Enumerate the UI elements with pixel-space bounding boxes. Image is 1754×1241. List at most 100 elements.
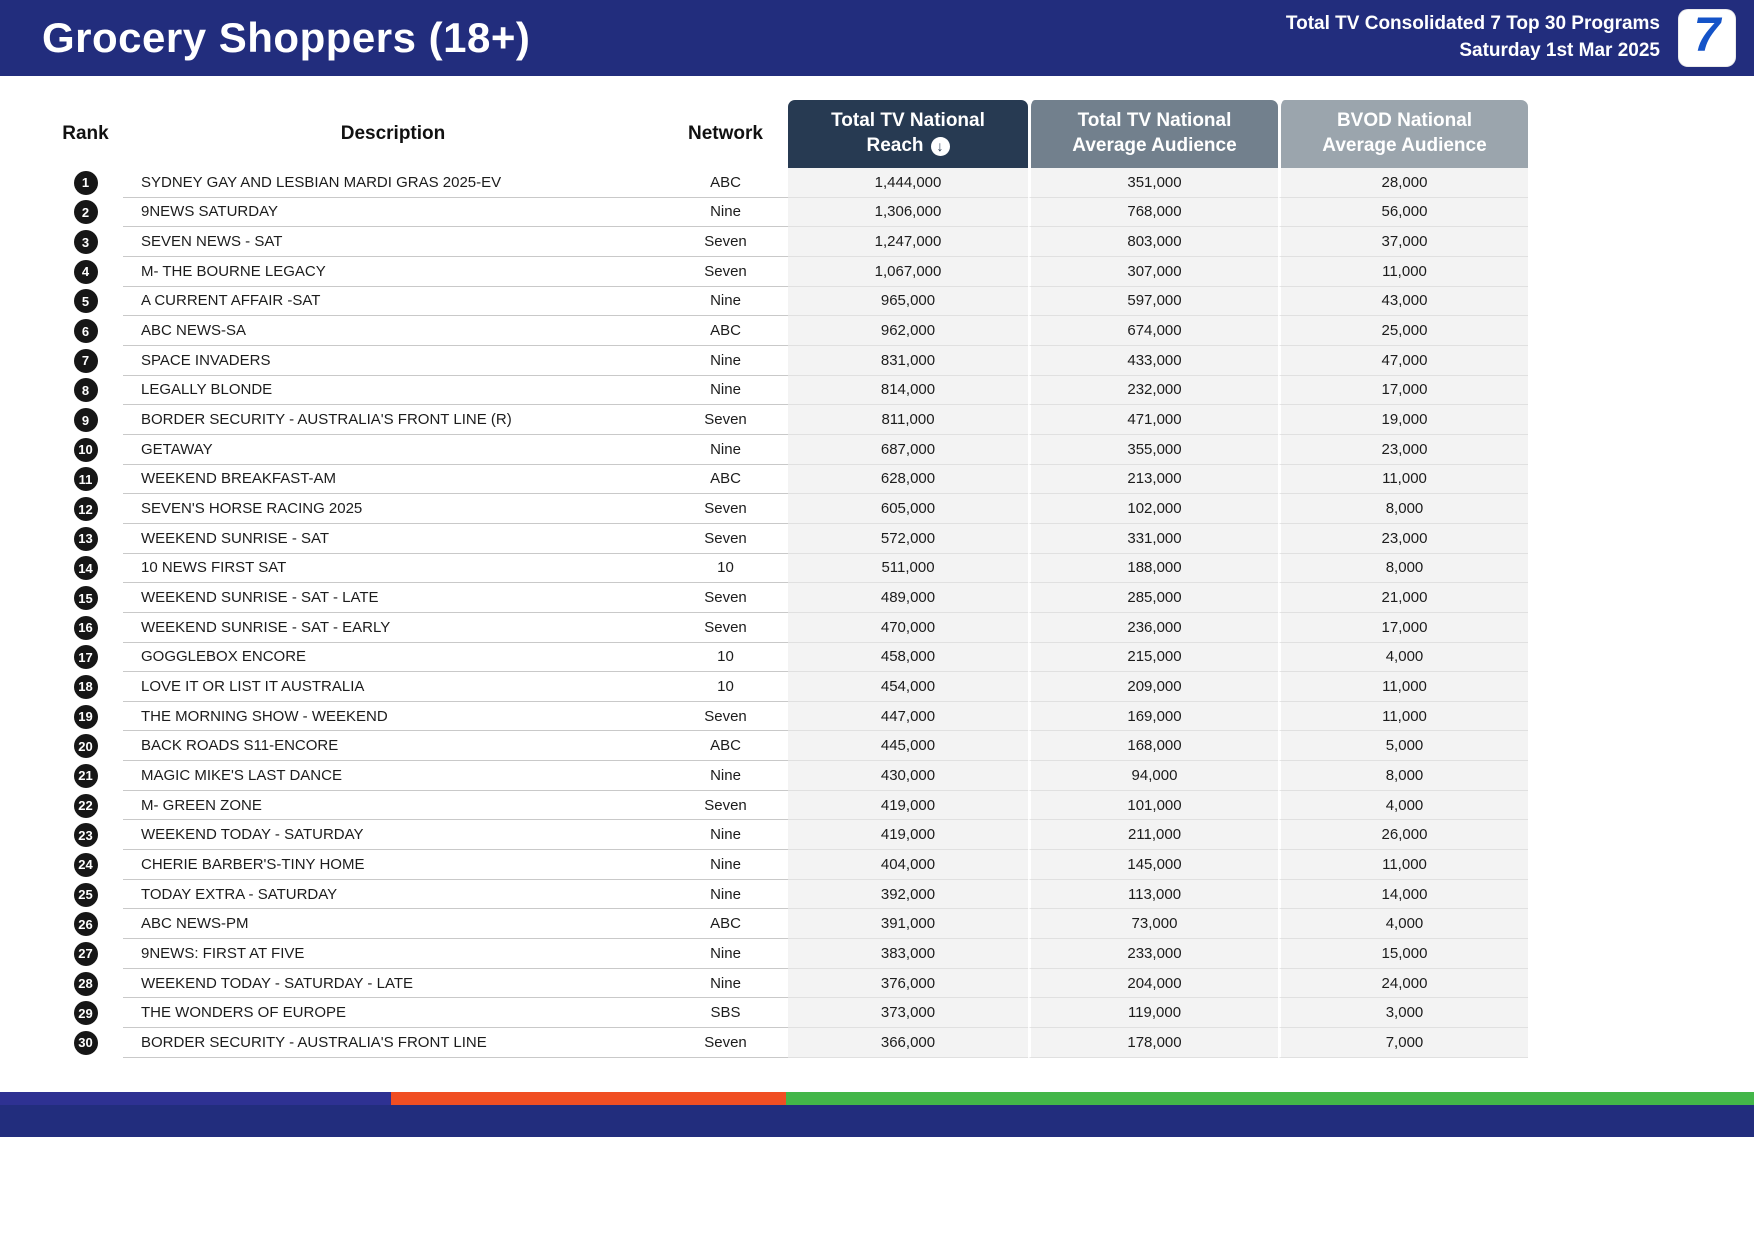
network-cell: Nine xyxy=(663,376,788,406)
rank-cell: 26 xyxy=(48,909,123,939)
program-description: SEVEN'S HORSE RACING 2025 xyxy=(123,494,663,524)
reach-value: 489,000 xyxy=(788,583,1028,613)
program-description: MAGIC MIKE'S LAST DANCE xyxy=(123,761,663,791)
bvod-audience-value: 11,000 xyxy=(1278,701,1528,732)
program-description: BORDER SECURITY - AUSTRALIA'S FRONT LINE xyxy=(123,1028,663,1058)
table-row: 10 GETAWAY Nine 687,000 355,000 23,000 xyxy=(48,434,1528,465)
col-header-total-tv-average-audience[interactable]: Total TV National Average Audience xyxy=(1028,100,1278,168)
table-row: 17 GOGGLEBOX ENCORE 10 458,000 215,000 4… xyxy=(48,642,1528,673)
avg-audience-value: 471,000 xyxy=(1028,405,1278,435)
top-right-block: Total TV Consolidated 7 Top 30 Programs … xyxy=(1286,9,1736,67)
rank-badge: 27 xyxy=(73,941,98,966)
reach-value: 454,000 xyxy=(788,672,1028,702)
rank-badge: 26 xyxy=(73,912,98,937)
avg-audience-value: 285,000 xyxy=(1028,583,1278,613)
network-cell: ABC xyxy=(663,465,788,495)
rank-cell: 5 xyxy=(48,287,123,317)
rank-badge: 19 xyxy=(73,704,98,729)
table-row: 7 SPACE INVADERS Nine 831,000 433,000 47… xyxy=(48,345,1528,376)
table-row: 14 10 NEWS FIRST SAT 10 511,000 188,000 … xyxy=(48,553,1528,584)
rank-badge: 1 xyxy=(73,170,98,195)
rank-cell: 12 xyxy=(48,494,123,524)
rank-cell: 9 xyxy=(48,405,123,435)
bvod-audience-value: 11,000 xyxy=(1278,464,1528,495)
bvod-audience-value: 26,000 xyxy=(1278,820,1528,851)
avg-audience-value: 211,000 xyxy=(1028,820,1278,851)
network-cell: Seven xyxy=(663,524,788,554)
avg-audience-value: 213,000 xyxy=(1028,464,1278,495)
bvod-audience-value: 11,000 xyxy=(1278,850,1528,880)
table-row: 13 WEEKEND SUNRISE - SAT Seven 572,000 3… xyxy=(48,523,1528,554)
reach-value: 811,000 xyxy=(788,405,1028,435)
rank-cell: 22 xyxy=(48,791,123,821)
network-cell: ABC xyxy=(663,731,788,762)
rank-cell: 16 xyxy=(48,613,123,643)
rank-badge: 9 xyxy=(73,408,98,433)
program-description: THE WONDERS OF EUROPE xyxy=(123,998,663,1029)
rank-cell: 3 xyxy=(48,227,123,257)
network-cell: Nine xyxy=(663,880,788,910)
reach-value: 392,000 xyxy=(788,879,1028,910)
bvod-audience-value: 23,000 xyxy=(1278,523,1528,554)
rank-badge: 21 xyxy=(73,763,98,788)
avg-audience-value: 351,000 xyxy=(1028,168,1278,198)
reach-value: 628,000 xyxy=(788,464,1028,495)
reach-value: 965,000 xyxy=(788,286,1028,317)
table-row: 1 SYDNEY GAY AND LESBIAN MARDI GRAS 2025… xyxy=(48,168,1528,198)
reach-value: 831,000 xyxy=(788,345,1028,376)
table-row: 16 WEEKEND SUNRISE - SAT - EARLY Seven 4… xyxy=(48,612,1528,643)
col-header-bvod-average-audience[interactable]: BVOD National Average Audience xyxy=(1278,100,1528,168)
footer-stripe-segment xyxy=(391,1091,786,1105)
bvod-audience-value: 56,000 xyxy=(1278,197,1528,228)
program-description: WEEKEND TODAY - SATURDAY - LATE xyxy=(123,969,663,999)
rank-badge: 6 xyxy=(73,319,98,344)
table-row: 11 WEEKEND BREAKFAST-AM ABC 628,000 213,… xyxy=(48,464,1528,495)
rank-badge: 2 xyxy=(73,200,98,225)
program-description: BORDER SECURITY - AUSTRALIA'S FRONT LINE… xyxy=(123,405,663,435)
rank-cell: 21 xyxy=(48,761,123,791)
table-row: 18 LOVE IT OR LIST IT AUSTRALIA 10 454,0… xyxy=(48,672,1528,702)
avg-audience-value: 113,000 xyxy=(1028,879,1278,910)
program-description: LOVE IT OR LIST IT AUSTRALIA xyxy=(123,672,663,702)
table-row: 26 ABC NEWS-PM ABC 391,000 73,000 4,000 xyxy=(48,909,1528,940)
table-row: 5 A CURRENT AFFAIR -SAT Nine 965,000 597… xyxy=(48,286,1528,317)
col-header-description: Description xyxy=(340,123,446,144)
table-row: 22 M- GREEN ZONE Seven 419,000 101,000 4… xyxy=(48,790,1528,821)
network-cell: ABC xyxy=(663,909,788,940)
avg-header-line1: Total TV National xyxy=(1077,110,1232,132)
col-header-total-tv-reach[interactable]: Total TV National Reach ↓ xyxy=(788,100,1028,168)
program-description: WEEKEND SUNRISE - SAT - EARLY xyxy=(123,613,663,643)
network-cell: Seven xyxy=(663,702,788,732)
network-cell: ABC xyxy=(663,168,788,198)
reach-value: 419,000 xyxy=(788,820,1028,851)
avg-audience-value: 307,000 xyxy=(1028,256,1278,287)
avg-audience-value: 232,000 xyxy=(1028,375,1278,406)
program-description: A CURRENT AFFAIR -SAT xyxy=(123,287,663,317)
program-description: SPACE INVADERS xyxy=(123,346,663,376)
program-description: GOGGLEBOX ENCORE xyxy=(123,643,663,673)
avg-audience-value: 168,000 xyxy=(1028,731,1278,762)
bvod-audience-value: 7,000 xyxy=(1278,1028,1528,1058)
rank-badge: 3 xyxy=(73,230,98,255)
bvod-audience-value: 17,000 xyxy=(1278,375,1528,406)
program-description: ABC NEWS-SA xyxy=(123,316,663,346)
bvod-audience-value: 8,000 xyxy=(1278,761,1528,791)
rank-cell: 13 xyxy=(48,524,123,554)
avg-audience-value: 803,000 xyxy=(1028,227,1278,257)
rank-cell: 4 xyxy=(48,257,123,287)
reach-header-line1: Total TV National xyxy=(831,110,985,132)
rank-badge: 16 xyxy=(73,615,98,640)
rank-badge: 17 xyxy=(73,645,98,670)
reach-value: 366,000 xyxy=(788,1028,1028,1058)
seven-network-logo: 7 xyxy=(1678,9,1736,67)
avg-audience-value: 674,000 xyxy=(1028,316,1278,346)
bvod-audience-value: 11,000 xyxy=(1278,256,1528,287)
avg-audience-value: 119,000 xyxy=(1028,998,1278,1029)
rank-cell: 29 xyxy=(48,998,123,1028)
table-row: 27 9NEWS: FIRST AT FIVE Nine 383,000 233… xyxy=(48,939,1528,969)
rank-badge: 25 xyxy=(73,882,98,907)
rank-badge: 4 xyxy=(73,259,98,284)
avg-audience-value: 597,000 xyxy=(1028,286,1278,317)
avg-audience-value: 145,000 xyxy=(1028,850,1278,880)
table-row: 19 THE MORNING SHOW - WEEKEND Seven 447,… xyxy=(48,701,1528,732)
